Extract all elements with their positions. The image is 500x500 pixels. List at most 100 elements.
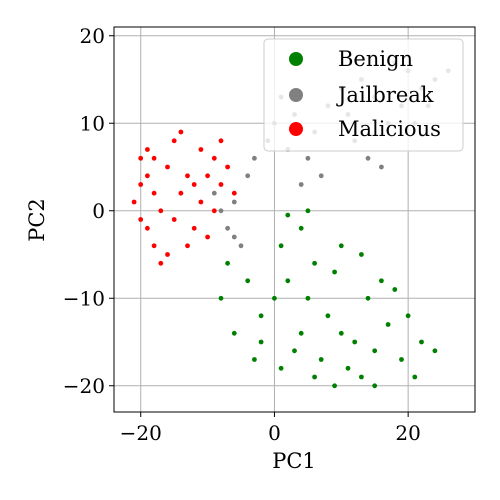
- point-jailbreak: [365, 155, 371, 161]
- legend: Benign Jailbreak Malicious: [263, 38, 464, 152]
- y-tick-label: −10: [63, 286, 105, 310]
- y-tick-label: 0: [92, 199, 105, 223]
- point-benign: [278, 243, 284, 249]
- point-malicious: [158, 208, 164, 214]
- y-tick-label: −20: [63, 374, 105, 398]
- point-malicious: [171, 138, 177, 144]
- point-benign: [419, 339, 424, 345]
- point-malicious: [211, 208, 217, 214]
- point-benign: [399, 357, 404, 362]
- point-jailbreak: [238, 243, 244, 249]
- point-malicious: [158, 260, 164, 266]
- legend-marker-benign: [289, 52, 303, 66]
- point-benign: [231, 330, 237, 336]
- point-benign: [372, 383, 378, 389]
- point-benign: [392, 287, 398, 292]
- point-benign: [405, 313, 411, 319]
- point-malicious: [165, 164, 170, 170]
- point-benign: [285, 278, 291, 284]
- point-benign: [332, 269, 337, 275]
- point-benign: [225, 260, 231, 266]
- point-malicious: [151, 190, 157, 196]
- axis-ticks: −20 0 20 −20 −10 0 10 20: [63, 24, 421, 445]
- point-malicious: [145, 147, 150, 152]
- y-tick-label: 10: [80, 111, 105, 135]
- point-malicious: [191, 225, 197, 231]
- point-malicious: [131, 199, 137, 205]
- point-malicious: [185, 173, 190, 179]
- point-benign: [359, 252, 364, 257]
- point-benign: [298, 225, 304, 231]
- point-benign: [318, 357, 324, 362]
- point-malicious: [191, 182, 197, 187]
- point-malicious: [138, 155, 144, 161]
- point-malicious: [178, 129, 184, 135]
- point-malicious: [151, 155, 157, 161]
- point-jailbreak: [211, 190, 217, 196]
- point-malicious: [178, 190, 184, 196]
- point-malicious: [205, 173, 211, 179]
- point-malicious: [145, 225, 150, 231]
- point-benign: [332, 383, 337, 389]
- x-axis-label: PC1: [272, 449, 316, 473]
- legend-frame: [263, 38, 464, 152]
- point-malicious: [145, 173, 150, 179]
- point-benign: [278, 365, 284, 371]
- point-jailbreak: [318, 173, 324, 179]
- point-jailbreak: [218, 208, 224, 214]
- point-benign: [359, 374, 364, 380]
- point-jailbreak: [305, 155, 311, 161]
- point-benign: [385, 322, 391, 327]
- point-benign: [305, 208, 311, 214]
- point-benign: [252, 357, 257, 362]
- point-benign: [305, 295, 311, 301]
- point-benign: [272, 295, 277, 301]
- point-jailbreak: [379, 164, 384, 170]
- point-malicious: [151, 243, 157, 249]
- point-benign: [325, 313, 331, 319]
- legend-marker-jailbreak: [289, 88, 303, 102]
- point-malicious: [218, 138, 224, 144]
- point-malicious: [211, 155, 217, 161]
- point-malicious: [231, 190, 237, 196]
- legend-label-benign: Benign: [338, 47, 413, 71]
- legend-label-jailbreak: Jailbreak: [336, 83, 434, 107]
- point-benign: [258, 339, 264, 345]
- legend-label-malicious: Malicious: [338, 117, 441, 141]
- point-benign: [285, 212, 291, 218]
- point-benign: [379, 278, 384, 284]
- point-jailbreak: [298, 182, 304, 187]
- point-malicious: [198, 147, 204, 152]
- point-benign: [312, 260, 317, 266]
- point-benign: [365, 295, 371, 301]
- point-jailbreak: [252, 155, 257, 161]
- point-benign: [432, 348, 438, 354]
- point-malicious: [205, 234, 211, 240]
- point-jailbreak: [225, 225, 231, 231]
- point-benign: [338, 243, 344, 249]
- point-malicious: [138, 182, 144, 187]
- x-tick-label: −20: [120, 421, 162, 445]
- point-jailbreak: [231, 234, 237, 240]
- point-benign: [352, 339, 358, 345]
- point-malicious: [198, 199, 204, 205]
- point-benign: [345, 365, 351, 371]
- point-benign: [218, 295, 224, 301]
- x-tick-label: 20: [395, 421, 420, 445]
- point-jailbreak: [231, 199, 237, 205]
- point-benign: [292, 348, 297, 354]
- point-malicious: [218, 182, 224, 187]
- point-malicious: [165, 252, 170, 257]
- x-tick-label: 0: [268, 421, 281, 445]
- point-benign: [312, 374, 317, 380]
- point-benign: [412, 374, 418, 380]
- point-benign: [258, 313, 264, 319]
- y-axis-label: PC2: [25, 198, 49, 242]
- point-benign: [298, 330, 304, 336]
- point-benign: [338, 330, 344, 336]
- plot-frame: [113, 26, 476, 413]
- y-tick-label: 20: [80, 24, 105, 48]
- point-malicious: [171, 217, 177, 222]
- legend-marker-malicious: [289, 122, 303, 136]
